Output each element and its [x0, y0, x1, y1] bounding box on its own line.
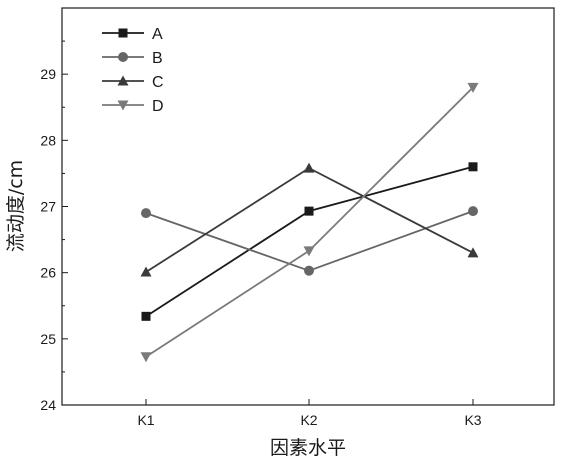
- legend-item-A: A: [102, 26, 163, 43]
- data-point-D: [303, 246, 315, 257]
- series-C: [140, 162, 479, 277]
- series-line-D: [145, 86, 474, 358]
- series-D: [140, 82, 479, 363]
- series-A: [141, 162, 478, 321]
- plot-frame: [61, 7, 555, 406]
- data-point-A: [304, 206, 314, 216]
- data-point-C: [303, 162, 315, 173]
- legend-label: B: [152, 50, 163, 67]
- data-point-D: [140, 352, 152, 363]
- y-axis-title: 流动度/cm: [5, 160, 27, 252]
- series-layer: [140, 82, 479, 363]
- legend-item-D: D: [102, 98, 164, 115]
- data-point-B: [141, 208, 151, 219]
- data-point-B: [468, 206, 478, 217]
- data-point-D: [467, 82, 479, 93]
- data-point-C: [467, 247, 479, 258]
- y-tick-label: 26: [40, 265, 56, 281]
- axis-layer: 24 25 26 27 28 29 K1 K2 K3: [40, 40, 482, 428]
- legend-item-C: C: [102, 74, 164, 91]
- legend-item-B: B: [102, 50, 163, 67]
- x-axis-title: 因素水平: [270, 437, 346, 459]
- data-point-B: [304, 265, 314, 276]
- legend-label: D: [152, 98, 164, 115]
- legend-label: C: [152, 74, 164, 91]
- y-tick-label: 25: [40, 331, 56, 347]
- x-tick-label: K3: [464, 412, 481, 428]
- legend-marker: [117, 75, 129, 86]
- data-point-A: [141, 311, 151, 321]
- legend-label: A: [152, 26, 163, 43]
- y-tick-label: 28: [40, 132, 56, 148]
- x-tick-label: K2: [300, 412, 317, 428]
- y-tick-label: 24: [40, 397, 56, 413]
- data-point-A: [468, 162, 478, 172]
- legend-marker: [118, 28, 128, 38]
- x-tick-label: K1: [137, 412, 154, 428]
- legend-marker: [117, 100, 129, 111]
- series-line-C: [145, 167, 474, 273]
- legend-marker: [118, 52, 128, 62]
- series-B: [141, 206, 478, 276]
- y-tick-label: 29: [40, 66, 56, 82]
- data-point-C: [140, 266, 152, 277]
- y-tick-label: 27: [40, 199, 56, 215]
